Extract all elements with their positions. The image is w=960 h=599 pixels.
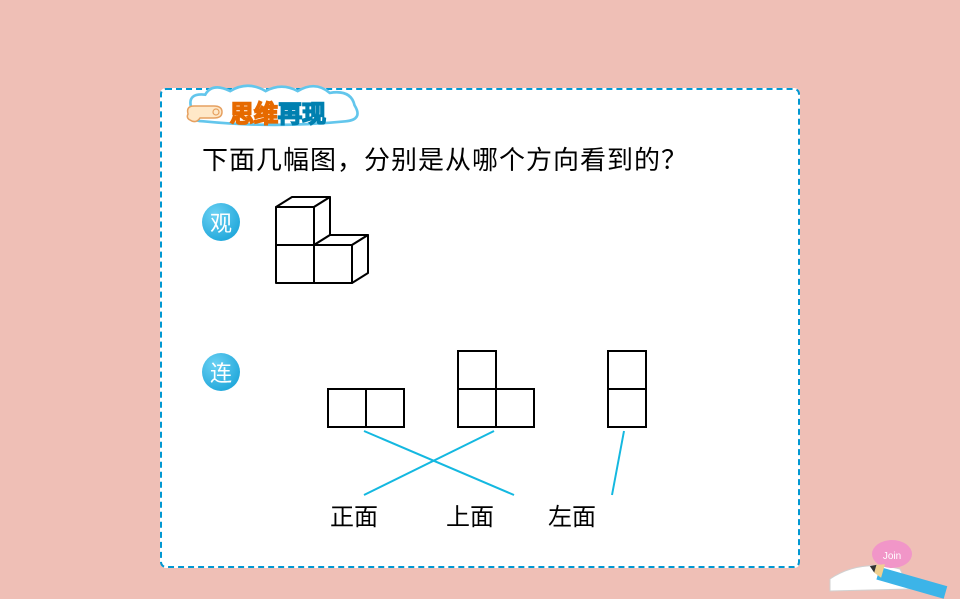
banner-title: 思维再现: [230, 94, 326, 129]
content-card: 思维再现 下面几幅图，分别是从哪个方向看到的？ 观 连 正面 上面 左面: [160, 88, 800, 568]
banner-text-b: 再现: [278, 101, 326, 128]
pointing-hand-icon: [184, 96, 226, 126]
views-area: 正面 上面 左面: [264, 345, 684, 550]
observe-row: 观: [202, 195, 774, 295]
connect-badge: 连: [202, 353, 240, 391]
question-text: 下面几幅图，分别是从哪个方向看到的？: [202, 140, 774, 177]
connect-row: 连 正面 上面 左面: [202, 345, 774, 550]
isometric-cubes: [264, 195, 404, 295]
pencil-decoration-icon: Join: [820, 519, 960, 599]
direction-labels: 正面 上面 左面: [324, 497, 602, 532]
label-left: 左面: [542, 497, 602, 532]
svg-text:Join: Join: [883, 551, 901, 562]
title-banner: 思维再现: [174, 78, 384, 132]
observe-badge: 观: [202, 203, 240, 241]
banner-text-a: 思维: [230, 101, 278, 128]
label-top: 上面: [440, 497, 500, 532]
label-front: 正面: [324, 497, 384, 532]
